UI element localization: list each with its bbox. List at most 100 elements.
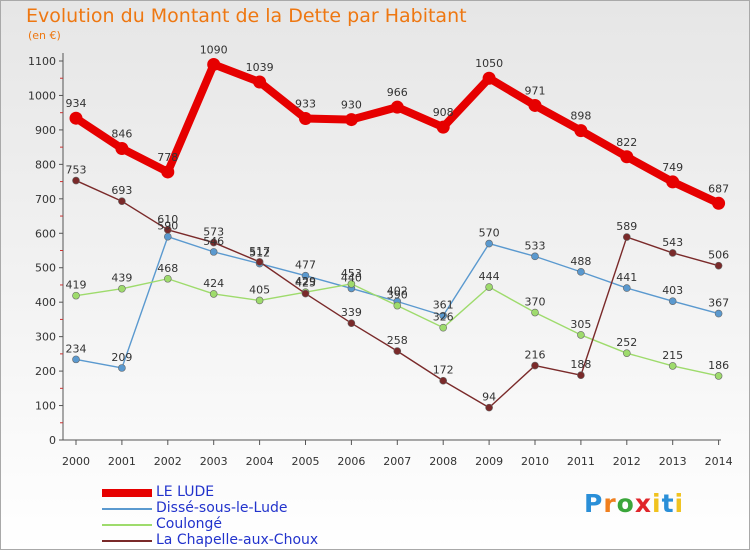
x-tick-label: 2007 xyxy=(383,455,411,468)
data-label: 687 xyxy=(708,182,729,195)
data-label: 453 xyxy=(341,267,362,280)
proxiti-logo: Proxiti xyxy=(584,489,684,518)
data-point xyxy=(390,100,404,114)
x-tick-label: 2004 xyxy=(246,455,274,468)
data-label: 402 xyxy=(387,284,408,297)
y-tick-label: 200 xyxy=(35,365,56,378)
logo-letter: P xyxy=(584,489,604,518)
data-point xyxy=(485,283,493,291)
data-point xyxy=(164,226,172,234)
data-label: 590 xyxy=(157,220,178,233)
data-point xyxy=(301,271,310,280)
data-point xyxy=(622,233,631,241)
data-point xyxy=(118,364,126,372)
y-tick-label: 700 xyxy=(35,193,56,206)
legend-item: La Chapelle-aux-Choux xyxy=(102,533,362,549)
data-point xyxy=(72,355,80,364)
legend-swatch xyxy=(102,489,152,497)
data-point xyxy=(209,248,218,256)
data-label: 898 xyxy=(570,110,591,123)
x-tick-label: 2000 xyxy=(62,455,90,468)
data-label: 419 xyxy=(66,279,87,292)
data-label: 512 xyxy=(249,247,270,260)
data-label: 533 xyxy=(525,239,546,252)
data-label: 930 xyxy=(341,99,362,112)
data-label: 370 xyxy=(525,296,546,309)
logo-letter: r xyxy=(603,489,617,518)
data-label: 1050 xyxy=(475,57,503,70)
data-label: 186 xyxy=(708,359,729,372)
x-tick-label: 2002 xyxy=(154,455,182,468)
data-point xyxy=(209,290,218,298)
data-label: 94 xyxy=(482,391,496,404)
data-label: 215 xyxy=(662,349,683,362)
x-tick-label: 2009 xyxy=(475,455,503,468)
logo-letter: i xyxy=(652,489,662,518)
legend-item: Dissé-sous-le-Lude xyxy=(102,501,362,517)
legend-label: LE LUDE xyxy=(156,484,215,500)
data-label: 488 xyxy=(570,255,591,268)
data-label: 570 xyxy=(479,227,500,240)
data-point xyxy=(118,197,126,206)
data-label: 517 xyxy=(249,245,270,258)
logo-letter: o xyxy=(616,489,635,518)
data-point xyxy=(482,71,496,85)
chart-title: Evolution du Montant de la Dette par Hab… xyxy=(26,5,467,27)
data-label: 305 xyxy=(570,318,591,331)
data-point xyxy=(347,280,356,288)
data-point xyxy=(531,252,539,261)
data-point xyxy=(531,308,539,317)
data-point xyxy=(436,120,450,134)
data-label: 209 xyxy=(111,351,132,364)
data-label: 971 xyxy=(525,84,546,97)
y-tick-label: 600 xyxy=(35,227,56,240)
data-point xyxy=(209,238,218,247)
data-label: 934 xyxy=(66,97,87,110)
legend-label: Coulongé xyxy=(156,516,223,532)
x-tick-label: 2011 xyxy=(567,455,595,468)
data-label: 546 xyxy=(203,235,224,248)
data-point xyxy=(668,362,677,370)
data-point xyxy=(344,113,358,127)
data-point xyxy=(668,249,677,257)
data-point xyxy=(439,311,448,320)
x-tick-label: 2003 xyxy=(200,455,228,468)
data-label: 933 xyxy=(295,98,316,111)
data-label: 822 xyxy=(616,136,637,149)
data-point xyxy=(439,376,448,385)
x-tick-label: 2005 xyxy=(292,455,320,468)
data-label: 361 xyxy=(433,299,454,312)
data-label: 440 xyxy=(341,271,362,284)
data-label: 468 xyxy=(157,262,178,275)
data-point xyxy=(207,57,221,71)
y-tick-label: 1100 xyxy=(28,55,56,68)
data-label: 1039 xyxy=(246,61,274,74)
data-label: 367 xyxy=(708,297,729,310)
data-point xyxy=(347,319,356,327)
data-label: 429 xyxy=(295,275,316,288)
data-label: 439 xyxy=(111,272,132,285)
data-point xyxy=(577,268,585,276)
series-layer xyxy=(69,57,726,412)
data-label: 506 xyxy=(708,249,729,262)
data-label: 172 xyxy=(433,364,454,377)
data-label: 258 xyxy=(387,334,408,347)
data-label: 477 xyxy=(295,259,316,272)
data-label: 846 xyxy=(111,128,132,141)
legend-item: Coulongé xyxy=(102,517,362,533)
x-tick-label: 2006 xyxy=(337,455,365,468)
data-label: 441 xyxy=(616,271,637,284)
legend-item: LE LUDE xyxy=(102,485,362,501)
data-point xyxy=(574,124,588,138)
data-label: 425 xyxy=(295,277,316,290)
y-tick-label: 900 xyxy=(35,124,56,137)
data-point xyxy=(622,284,631,292)
data-label: 405 xyxy=(249,283,270,296)
data-point xyxy=(299,112,312,126)
y-tick-label: 100 xyxy=(35,400,56,413)
x-tick-label: 2010 xyxy=(521,455,549,468)
data-label: 753 xyxy=(66,164,87,177)
legend-swatch xyxy=(102,540,152,542)
data-point xyxy=(528,98,542,112)
